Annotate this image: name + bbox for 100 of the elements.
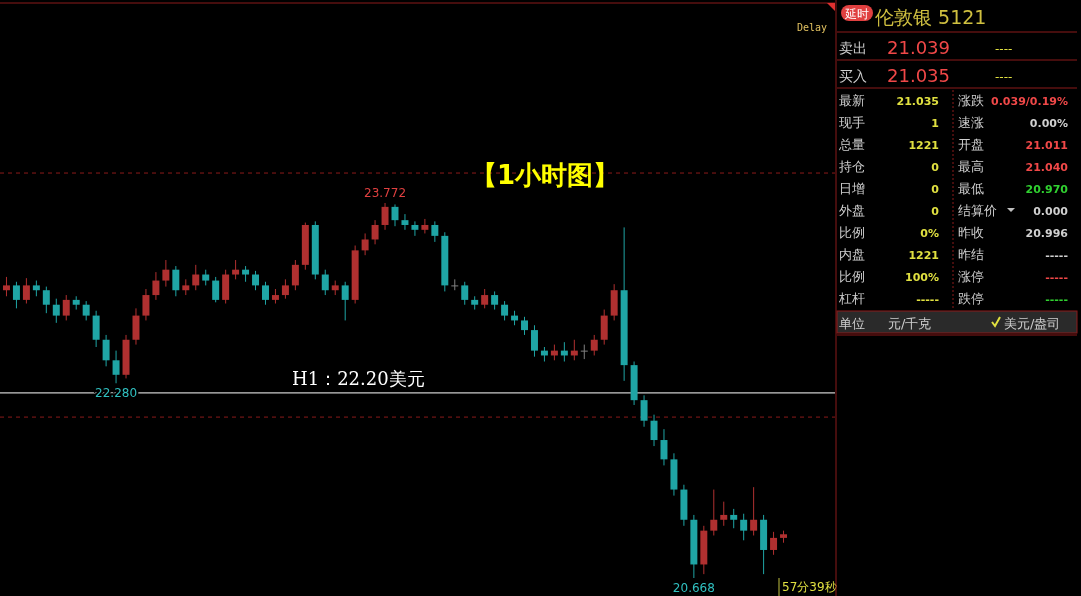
text: 1 [931,117,939,130]
candlestick [152,271,160,301]
candlestick [590,334,598,356]
text: ----- [916,293,939,306]
text: 现手 [839,115,865,130]
candlestick [62,294,70,321]
candlestick [162,259,170,288]
text: 杠杆 [838,291,865,306]
text: 0.00% [1029,117,1068,130]
candlestick [262,281,269,306]
candlestick [481,288,489,309]
text: ----- [1045,249,1068,262]
candlestick [730,508,738,529]
text: 涨停 [958,269,984,284]
text: 外盘 [839,203,865,218]
candlestick [521,316,528,336]
text: ----- [1045,271,1068,284]
candlestick [580,344,588,360]
text: 元/千克 [888,316,932,331]
candlestick [451,278,459,291]
text: ---- [995,42,1013,56]
candlestick [371,219,379,245]
candlestick [750,486,758,536]
text: 最高 [958,159,984,174]
candlestick [431,220,439,243]
candlestick [720,501,728,527]
candlestick [381,202,389,231]
text: 0 [931,161,940,174]
text: 0% [920,227,939,240]
candlestick [361,232,369,256]
text: 开盘 [958,137,984,152]
text: 21.035 [896,95,939,108]
text: 0.000 [1033,205,1069,218]
text: 21.039 [887,37,950,58]
text: 伦敦银 5121 [875,6,987,28]
candlestick [640,394,648,428]
candlestick [82,300,90,321]
text: 总量 [838,137,865,152]
text: 持仓 [839,159,865,174]
candlestick [321,269,329,296]
text: 1221 [908,139,939,152]
candlestick [770,531,778,556]
candlestick [650,414,658,447]
candlestick [212,276,220,303]
text: 最新 [839,93,865,108]
candlestick [2,276,10,297]
annotation: 23.772 [364,186,407,200]
candlestick [411,220,419,237]
candlestick [22,277,30,305]
text: 日增 [839,181,865,196]
candlestick [12,281,20,309]
text: 0 [931,183,940,196]
text: 20.996 [1025,227,1069,240]
candlestick [52,298,60,324]
text: 速涨 [958,115,984,130]
candlestick [740,513,748,541]
text: 0 [931,205,940,218]
text: 21.035 [887,65,950,86]
text: 21.040 [1025,161,1069,174]
ref-line-label: H1：22.20美元 [292,367,425,389]
candlestick [421,218,429,234]
text: ---- [995,70,1013,84]
text: 卖出 [839,40,867,56]
text: 昨收 [958,225,984,240]
text: 0.039/0.19% [991,95,1068,108]
candlestick [42,286,50,314]
candlestick [112,350,120,384]
candlestick [142,288,150,321]
text: 比例 [839,269,865,284]
text: 美元/盎司 [1004,316,1061,331]
text: 21.011 [1025,139,1068,152]
candlestick [281,278,289,300]
chart-title: 【1小时图】 [470,160,620,190]
candlestick [710,489,718,536]
candlestick [501,300,509,321]
text: Delay [796,22,827,33]
text: 结算价 [958,203,997,218]
candlestick [341,281,349,321]
candlestick [660,428,668,466]
candlestick [491,290,499,311]
text: 100% [905,271,939,284]
text: 单位 [839,316,865,331]
candlestick [102,334,110,367]
candlestick [291,259,299,291]
candlestick [530,324,538,358]
text: 比例 [839,225,865,240]
annotation: 20.668 [672,581,715,595]
candlestick [232,259,240,280]
text: 最低 [958,181,984,196]
text: 买入 [839,68,867,84]
text: 昨结 [958,247,984,262]
text: 1221 [908,249,939,262]
text: ----- [1045,293,1068,306]
candlestick [172,265,180,297]
text: 内盘 [839,247,865,262]
candlestick [252,270,260,291]
text: 20.970 [1025,183,1069,196]
text: 跌停 [958,291,984,306]
candlestick [461,281,469,306]
candlestick [401,213,409,231]
